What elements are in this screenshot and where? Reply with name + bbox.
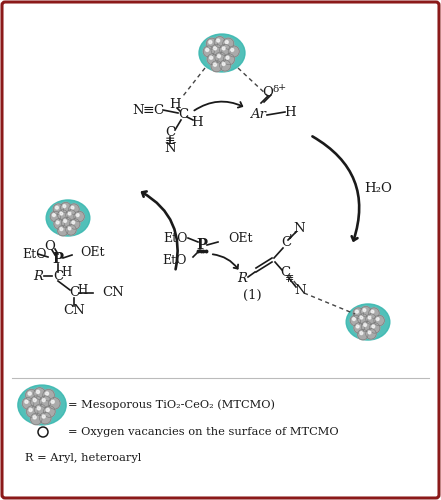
Circle shape <box>222 62 225 66</box>
Circle shape <box>360 316 363 319</box>
Circle shape <box>43 390 54 401</box>
Circle shape <box>44 406 55 417</box>
Text: O: O <box>262 86 273 98</box>
Circle shape <box>71 206 74 209</box>
Circle shape <box>370 322 380 333</box>
Circle shape <box>356 325 359 328</box>
Circle shape <box>60 212 63 215</box>
Text: +: + <box>278 84 286 92</box>
Text: EtO: EtO <box>22 248 46 262</box>
Circle shape <box>213 47 217 50</box>
Circle shape <box>69 204 79 214</box>
Circle shape <box>63 204 66 208</box>
Circle shape <box>358 314 368 324</box>
Circle shape <box>224 54 235 65</box>
Circle shape <box>60 228 63 230</box>
Text: C: C <box>69 286 79 300</box>
Circle shape <box>25 400 28 404</box>
Text: ": " <box>288 279 293 289</box>
Text: P: P <box>52 252 64 266</box>
Circle shape <box>211 60 222 72</box>
Circle shape <box>223 38 234 49</box>
Text: (1): (1) <box>243 288 262 302</box>
Circle shape <box>371 310 374 313</box>
Text: ≡: ≡ <box>142 103 154 117</box>
Circle shape <box>228 46 239 57</box>
Circle shape <box>26 390 37 401</box>
Circle shape <box>369 308 379 318</box>
Ellipse shape <box>199 34 245 72</box>
Text: O: O <box>45 240 56 252</box>
Circle shape <box>37 406 41 410</box>
Circle shape <box>206 38 217 49</box>
Circle shape <box>374 316 385 326</box>
Circle shape <box>26 406 38 417</box>
Circle shape <box>66 224 76 235</box>
Circle shape <box>66 210 76 220</box>
Circle shape <box>376 318 379 320</box>
Circle shape <box>45 392 49 395</box>
Text: R: R <box>33 270 43 282</box>
Circle shape <box>358 330 368 340</box>
Text: C: C <box>281 236 291 250</box>
Text: CN: CN <box>63 304 85 316</box>
Circle shape <box>209 56 213 59</box>
Circle shape <box>355 310 359 313</box>
Circle shape <box>213 63 217 66</box>
Circle shape <box>49 398 60 409</box>
Circle shape <box>222 47 225 50</box>
Circle shape <box>68 212 71 215</box>
Circle shape <box>209 40 212 43</box>
Circle shape <box>28 392 31 395</box>
Circle shape <box>30 396 42 407</box>
Text: C: C <box>280 266 290 280</box>
Circle shape <box>353 308 364 318</box>
Circle shape <box>30 413 42 424</box>
Text: H: H <box>191 116 203 128</box>
Circle shape <box>46 408 49 412</box>
Text: R = Aryl, heteroaryl: R = Aryl, heteroaryl <box>25 453 141 463</box>
Circle shape <box>217 54 220 58</box>
Ellipse shape <box>18 385 66 425</box>
Circle shape <box>220 44 231 56</box>
Circle shape <box>29 408 32 412</box>
Circle shape <box>207 54 218 65</box>
Circle shape <box>354 322 364 333</box>
Text: C: C <box>178 108 188 122</box>
Circle shape <box>58 210 68 220</box>
Circle shape <box>226 56 229 59</box>
Circle shape <box>56 206 58 209</box>
Text: C: C <box>53 270 63 282</box>
Text: OEt: OEt <box>80 246 105 260</box>
Circle shape <box>211 44 222 56</box>
Circle shape <box>60 202 71 213</box>
Circle shape <box>40 396 51 407</box>
Text: P: P <box>197 238 208 252</box>
Text: H: H <box>284 106 296 118</box>
Circle shape <box>58 226 68 236</box>
Text: H₂O: H₂O <box>364 182 392 194</box>
Circle shape <box>366 314 376 324</box>
Circle shape <box>361 306 371 317</box>
Circle shape <box>352 318 355 320</box>
Circle shape <box>231 48 234 51</box>
Circle shape <box>40 412 51 424</box>
Circle shape <box>372 325 375 328</box>
Circle shape <box>54 218 64 229</box>
Text: = Mesoporous TiO₂-CeO₂ (MTCMO): = Mesoporous TiO₂-CeO₂ (MTCMO) <box>68 400 275 410</box>
Circle shape <box>214 36 225 48</box>
Text: H: H <box>61 266 71 280</box>
Circle shape <box>215 52 226 63</box>
Circle shape <box>52 214 56 216</box>
Circle shape <box>361 321 372 332</box>
Circle shape <box>76 214 79 216</box>
Circle shape <box>360 332 363 334</box>
Text: = Oxygen vacancies on the surface of MTCMO: = Oxygen vacancies on the surface of MTC… <box>68 427 339 437</box>
Circle shape <box>203 46 214 57</box>
Text: N: N <box>164 142 176 154</box>
Text: C: C <box>165 126 175 140</box>
Circle shape <box>34 404 46 415</box>
Text: Ar: Ar <box>250 108 266 122</box>
Text: CN: CN <box>102 286 124 300</box>
